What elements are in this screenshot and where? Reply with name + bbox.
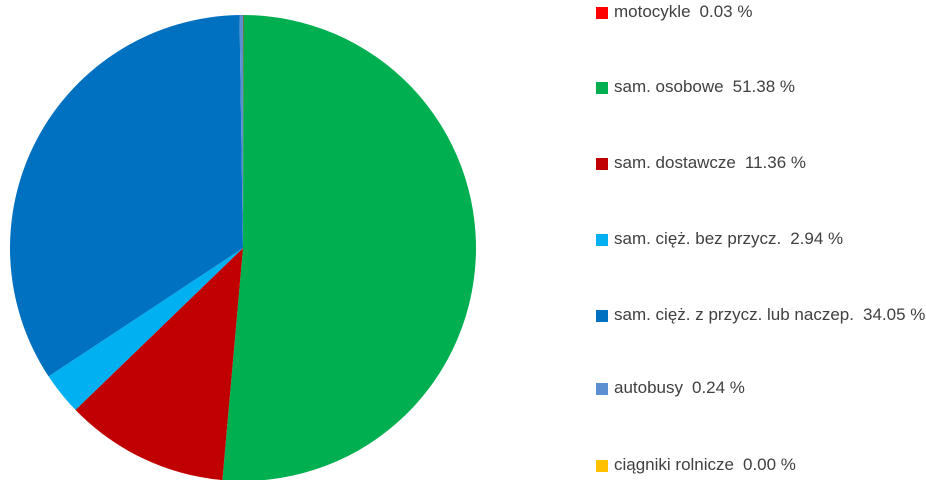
legend-label: sam. dostawcze bbox=[614, 153, 736, 172]
legend-swatch bbox=[596, 234, 608, 246]
legend-value: 2.94 % bbox=[790, 229, 843, 248]
legend-entry: sam. cięż. z przycz. lub naczep. 34.05 % bbox=[614, 305, 925, 324]
legend-value: 11.36 % bbox=[745, 153, 806, 172]
legend-entry: sam. osobowe 51.38 % bbox=[614, 77, 795, 96]
legend-swatch bbox=[596, 460, 608, 472]
legend-swatch bbox=[596, 7, 608, 19]
pie-slice bbox=[9, 15, 243, 377]
legend-value: 0.03 % bbox=[700, 2, 753, 21]
legend-entry: sam. dostawcze 11.36 % bbox=[614, 153, 806, 172]
legend-label: sam. cięż. z przycz. lub naczep. bbox=[614, 305, 854, 324]
legend-swatch bbox=[596, 82, 608, 94]
legend-value: 0.24 % bbox=[692, 378, 745, 397]
legend-value: 51.38 % bbox=[733, 77, 795, 96]
legend-swatch bbox=[596, 310, 608, 322]
legend-entry: sam. cięż. bez przycz. 2.94 % bbox=[614, 229, 843, 248]
legend-swatch bbox=[596, 158, 608, 170]
legend-swatch bbox=[596, 383, 608, 395]
legend-value: 0.00 % bbox=[743, 455, 796, 474]
legend-entry: autobusy 0.24 % bbox=[614, 378, 745, 397]
legend-label: motocykle bbox=[614, 2, 691, 21]
pie-slice bbox=[222, 15, 476, 480]
legend-entry: motocykle 0.03 % bbox=[614, 2, 752, 21]
pie-slice bbox=[239, 15, 243, 248]
pie-slice bbox=[75, 248, 243, 480]
pie-slice bbox=[48, 248, 243, 410]
legend-label: autobusy bbox=[614, 378, 683, 397]
legend-label: sam. osobowe bbox=[614, 77, 724, 96]
legend-label: sam. cięż. bez przycz. bbox=[614, 229, 781, 248]
legend-label: ciągniki rolnicze bbox=[614, 455, 734, 474]
legend-value: 34.05 % bbox=[863, 305, 925, 324]
legend-entry: ciągniki rolnicze 0.00 % bbox=[614, 455, 796, 474]
